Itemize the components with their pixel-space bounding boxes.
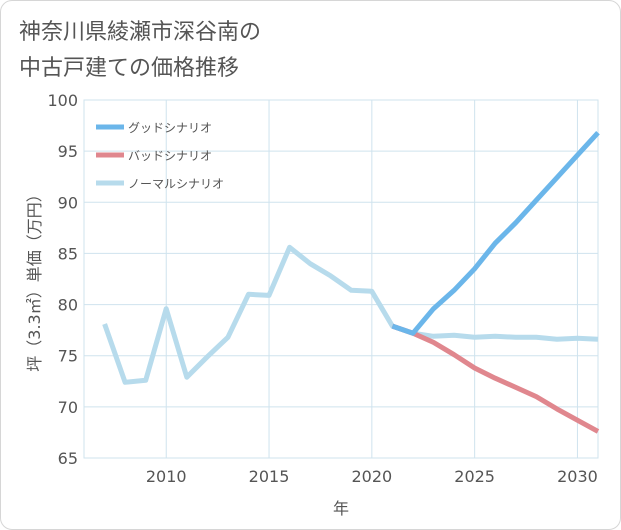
x-axis-ticks: 2010 2015 2020 2025 2030	[146, 467, 598, 486]
series-line-2	[102, 244, 599, 385]
x-tick-label-2015: 2015	[249, 467, 290, 486]
y-axis-label: 坪（3.3㎡）単価（万円）	[25, 186, 44, 371]
x-tick-label-2020: 2020	[351, 467, 392, 486]
y-tick-label-70: 70	[58, 398, 78, 417]
y-tick-label-90: 90	[58, 193, 78, 212]
y-axis-ticks: 65 70 75 80 85 90 95 100	[47, 91, 78, 468]
grid-lines	[83, 99, 599, 459]
legend-label-2: ノーマルシナリオ	[128, 177, 224, 191]
chart-title: 神奈川県綾瀬市深谷南の 中古戸建ての価格推移	[19, 15, 579, 87]
y-tick-label-100: 100	[47, 91, 78, 110]
y-tick-label-65: 65	[58, 449, 78, 468]
series-line-0	[391, 131, 600, 336]
legend-label-1: バッドシナリオ	[128, 149, 212, 163]
x-tick-label-2025: 2025	[454, 467, 495, 486]
y-tick-label-80: 80	[58, 296, 78, 315]
chart-title-line-2: 中古戸建ての価格推移	[19, 56, 240, 81]
x-tick-label-2030: 2030	[557, 467, 598, 486]
series-lines	[102, 131, 600, 434]
x-tick-label-2010: 2010	[146, 467, 187, 486]
y-tick-label-75: 75	[58, 347, 78, 366]
chart-title-line-1: 神奈川県綾瀬市深谷南の	[19, 20, 262, 45]
y-tick-label-85: 85	[58, 244, 78, 263]
series-line-1	[391, 323, 600, 434]
y-tick-label-95: 95	[58, 142, 78, 161]
legend-label-0: グッドシナリオ	[128, 121, 212, 135]
x-axis-label: 年	[333, 499, 349, 518]
